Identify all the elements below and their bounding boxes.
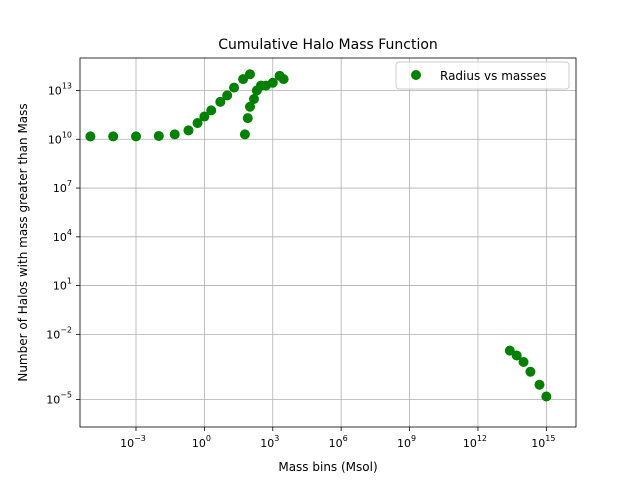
data-point (199, 111, 210, 122)
y-tick-label: 1013 (48, 82, 72, 98)
data-point (518, 356, 529, 367)
legend-box (395, 61, 570, 90)
data-point (278, 74, 289, 85)
plot-frame (79, 57, 577, 428)
data-point (192, 118, 203, 129)
x-tick-label: 1015 (531, 434, 555, 450)
y-axis-label: Number of Halos with mass greater than M… (16, 103, 30, 381)
data-point (206, 105, 217, 116)
data-point (534, 379, 545, 390)
grid (80, 58, 576, 427)
data-point (183, 125, 194, 136)
data-point (267, 77, 278, 88)
axis-ticks: 10−3 100 103 106 109 1012 1015 10−5 10−2 101 104 10… (46, 82, 555, 450)
data-point (108, 131, 119, 142)
data-point (85, 131, 96, 142)
data-point (248, 94, 259, 105)
y-tick-label: 10−2 (46, 325, 72, 341)
data-point (239, 129, 250, 140)
data-point (169, 129, 180, 140)
data-point (541, 391, 552, 402)
y-tick-label: 101 (53, 277, 72, 293)
data-point (511, 350, 522, 361)
legend: Radius vs masses (395, 61, 570, 90)
data-point (242, 113, 253, 124)
data-point (130, 131, 141, 142)
x-tick-label: 1012 (463, 434, 487, 450)
y-tick-label: 10−5 (46, 390, 72, 406)
data-point (153, 130, 164, 141)
x-tick-label: 100 (192, 434, 211, 450)
data-point (525, 366, 536, 377)
x-tick-label: 103 (260, 434, 279, 450)
legend-label: Radius vs masses (440, 69, 546, 83)
data-point (244, 101, 255, 112)
x-tick-label: 109 (397, 434, 416, 450)
y-tick-label: 1010 (48, 130, 72, 146)
data-point (215, 96, 226, 107)
data-point (244, 69, 255, 80)
data-points (85, 69, 552, 402)
x-tick-label: 10−3 (120, 434, 146, 450)
data-point (222, 90, 233, 101)
x-axis-label: Mass bins (Msol) (278, 460, 377, 474)
data-point (229, 82, 240, 93)
y-tick-label: 107 (53, 179, 72, 195)
y-tick-label: 104 (53, 228, 72, 244)
legend-marker (411, 70, 421, 80)
x-tick-label: 106 (329, 434, 348, 450)
chart-title: Cumulative Halo Mass Function (218, 37, 438, 53)
